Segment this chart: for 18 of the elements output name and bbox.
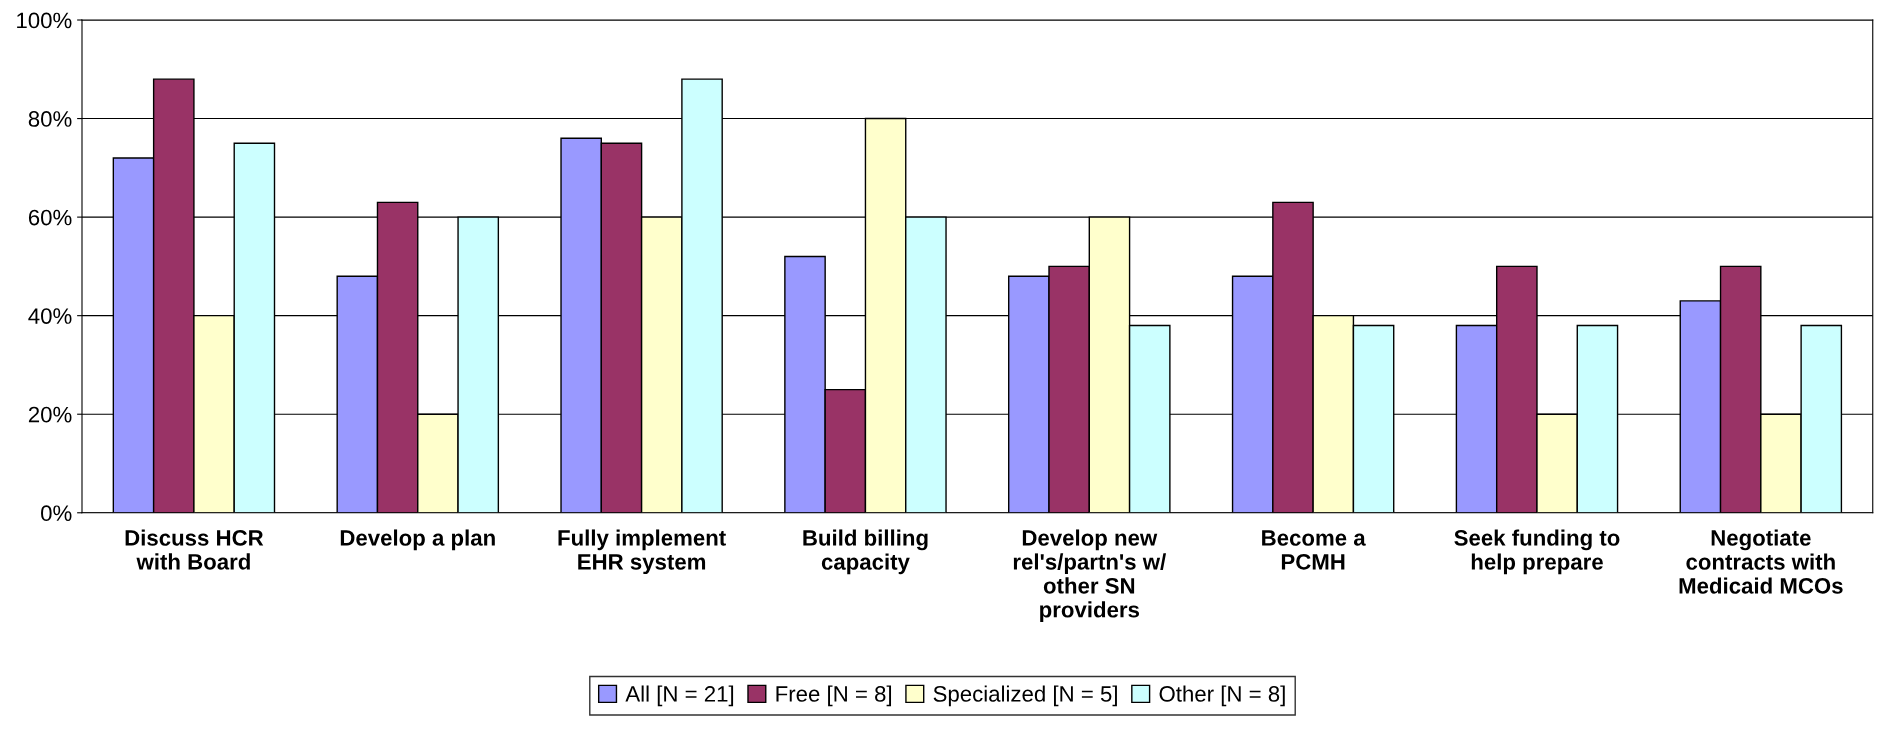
x-tick-label: Build billing capacity [803,529,928,575]
x-tick-label: Become a PCMH [1262,530,1366,570]
x-tick-label: Discuss HCR with Board [125,529,264,570]
y-tick-label: 100% [17,12,72,29]
y-tick-label: 80% [28,111,72,127]
legend-label: All [N = 21] [625,685,734,707]
x-tick-label: Negotiate contracts with Medicaid MCOs [1679,529,1843,594]
y-tick-label: 40% [28,308,72,324]
y-tick-label: 60% [28,209,72,226]
legend-label: Other [N = 8] [1159,685,1285,707]
x-tick-label: Seek funding to help prepare [1454,529,1620,575]
legend-label: Specialized [N = 5] [933,685,1117,707]
x-tick-label: Fully implement EHR system [558,529,726,575]
x-tick-label: Develop a plan [340,529,495,551]
x-tick-label: Develop new rel's/partn's w/ other SN providers [1013,529,1166,622]
y-tick-label: 0% [41,505,72,522]
legend-label: Free [N = 8] [776,685,892,707]
y-tick-label: 20% [28,406,72,423]
